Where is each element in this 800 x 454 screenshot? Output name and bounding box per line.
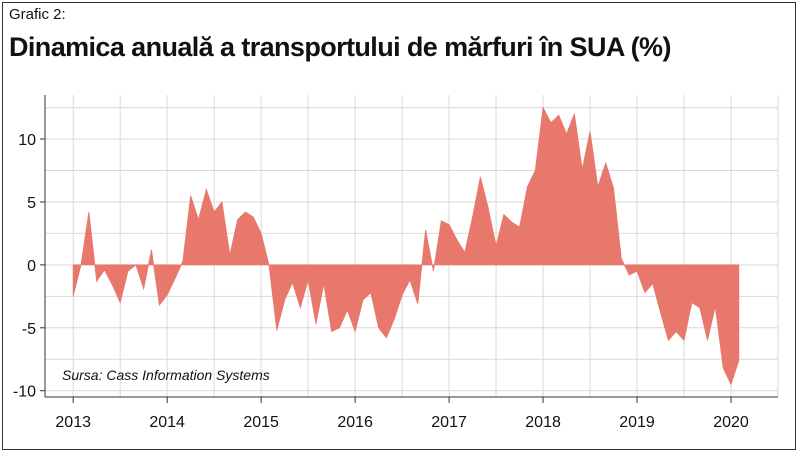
axes xyxy=(44,95,778,398)
y-tick-label: -10 xyxy=(13,384,36,401)
y-tick-label: -5 xyxy=(22,321,36,338)
y-tick-label: 5 xyxy=(27,195,36,212)
y-tick-labels: -10 -5 0 5 10 xyxy=(13,132,45,401)
x-tick-label: 2019 xyxy=(619,414,655,431)
figure-label: Grafic 2: xyxy=(9,6,66,23)
x-tick-labels: 2013 2014 2015 2016 2017 2018 2019 2020 xyxy=(55,397,749,431)
x-tick-label: 2016 xyxy=(337,414,373,431)
y-tick-label: 0 xyxy=(27,258,36,275)
y-tick-label: 10 xyxy=(18,132,36,149)
x-tick-label: 2015 xyxy=(243,414,279,431)
x-tick-label: 2017 xyxy=(431,414,467,431)
chart-frame xyxy=(2,2,796,450)
grid-lines xyxy=(45,95,779,397)
series-area xyxy=(72,106,740,386)
chart-title: Dinamica anuală a transportului de mărfu… xyxy=(9,32,671,62)
source-note: Sursa: Cass Information Systems xyxy=(62,367,270,383)
x-tick-label: 2014 xyxy=(149,414,185,431)
x-tick-label: 2018 xyxy=(525,414,561,431)
x-tick-label: 2013 xyxy=(55,414,91,431)
x-tick-label: 2020 xyxy=(713,414,749,431)
